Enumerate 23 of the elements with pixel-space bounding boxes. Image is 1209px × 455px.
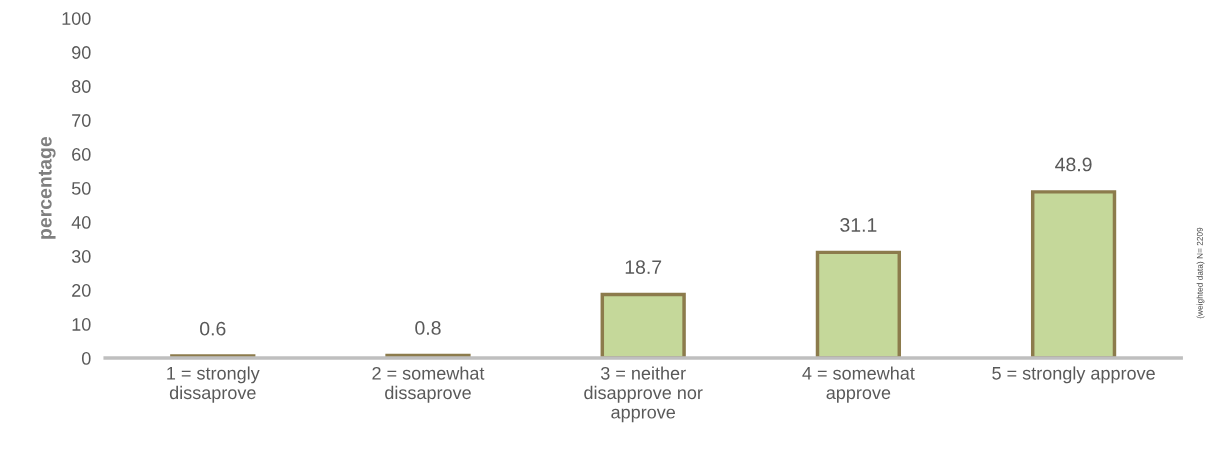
x-tick-label: 3 = neither disapprove nor approve (584, 366, 703, 423)
data-label: 18.7 (625, 260, 662, 275)
y-tick-label: 10 (72, 318, 91, 331)
y-tick-label: 20 (72, 284, 91, 297)
y-tick-label: 60 (72, 148, 91, 161)
y-tick-label: 0 (81, 352, 91, 365)
x-tick-label: 2 = somewhat dissaprove (372, 366, 485, 403)
y-tick-label: 80 (72, 80, 91, 93)
y-tick-label: 40 (71, 216, 91, 229)
data-label: 0.8 (415, 321, 441, 335)
x-tick-label: 5 = strongly approve (992, 366, 1155, 384)
y-axis-title: percentage (38, 136, 56, 239)
y-tick-label: 90 (72, 46, 91, 59)
y-tick-label: 30 (71, 250, 91, 263)
data-label: 31.1 (840, 218, 877, 232)
text: (weighted data) N= 2209 (1196, 227, 1205, 319)
x-tick-label: 4 = somewhat approve (802, 366, 915, 403)
y-tick-label: 50 (71, 182, 91, 195)
x-tick-label: 1 = strongly dissaprove (167, 366, 260, 403)
y-tick-label: 70 (72, 114, 91, 127)
data-label: 0.6 (200, 321, 226, 336)
data-label: 48.9 (1055, 157, 1092, 172)
y-tick-label: 100 (62, 12, 91, 25)
